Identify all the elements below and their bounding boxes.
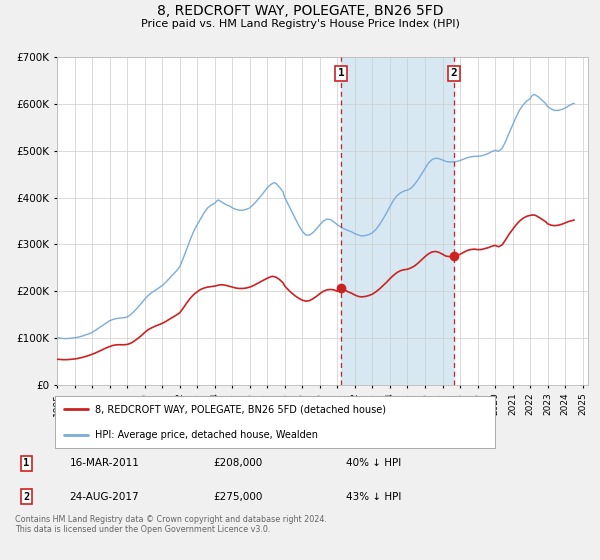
Text: 43% ↓ HPI: 43% ↓ HPI [346, 492, 401, 502]
Text: 2: 2 [451, 68, 457, 78]
Text: 16-MAR-2011: 16-MAR-2011 [70, 458, 139, 468]
Text: 1: 1 [338, 68, 344, 78]
Text: 1: 1 [23, 458, 29, 468]
Text: 2: 2 [23, 492, 29, 502]
Text: 8, REDCROFT WAY, POLEGATE, BN26 5FD (detached house): 8, REDCROFT WAY, POLEGATE, BN26 5FD (det… [95, 404, 386, 414]
Text: Price paid vs. HM Land Registry's House Price Index (HPI): Price paid vs. HM Land Registry's House … [140, 19, 460, 29]
Text: Contains HM Land Registry data © Crown copyright and database right 2024.
This d: Contains HM Land Registry data © Crown c… [15, 515, 327, 534]
Text: 40% ↓ HPI: 40% ↓ HPI [346, 458, 401, 468]
Text: £275,000: £275,000 [214, 492, 263, 502]
Text: 24-AUG-2017: 24-AUG-2017 [70, 492, 139, 502]
Bar [341, 57, 454, 385]
Text: £208,000: £208,000 [214, 458, 263, 468]
Text: HPI: Average price, detached house, Wealden: HPI: Average price, detached house, Weal… [95, 430, 317, 440]
Text: 8, REDCROFT WAY, POLEGATE, BN26 5FD: 8, REDCROFT WAY, POLEGATE, BN26 5FD [157, 4, 443, 18]
